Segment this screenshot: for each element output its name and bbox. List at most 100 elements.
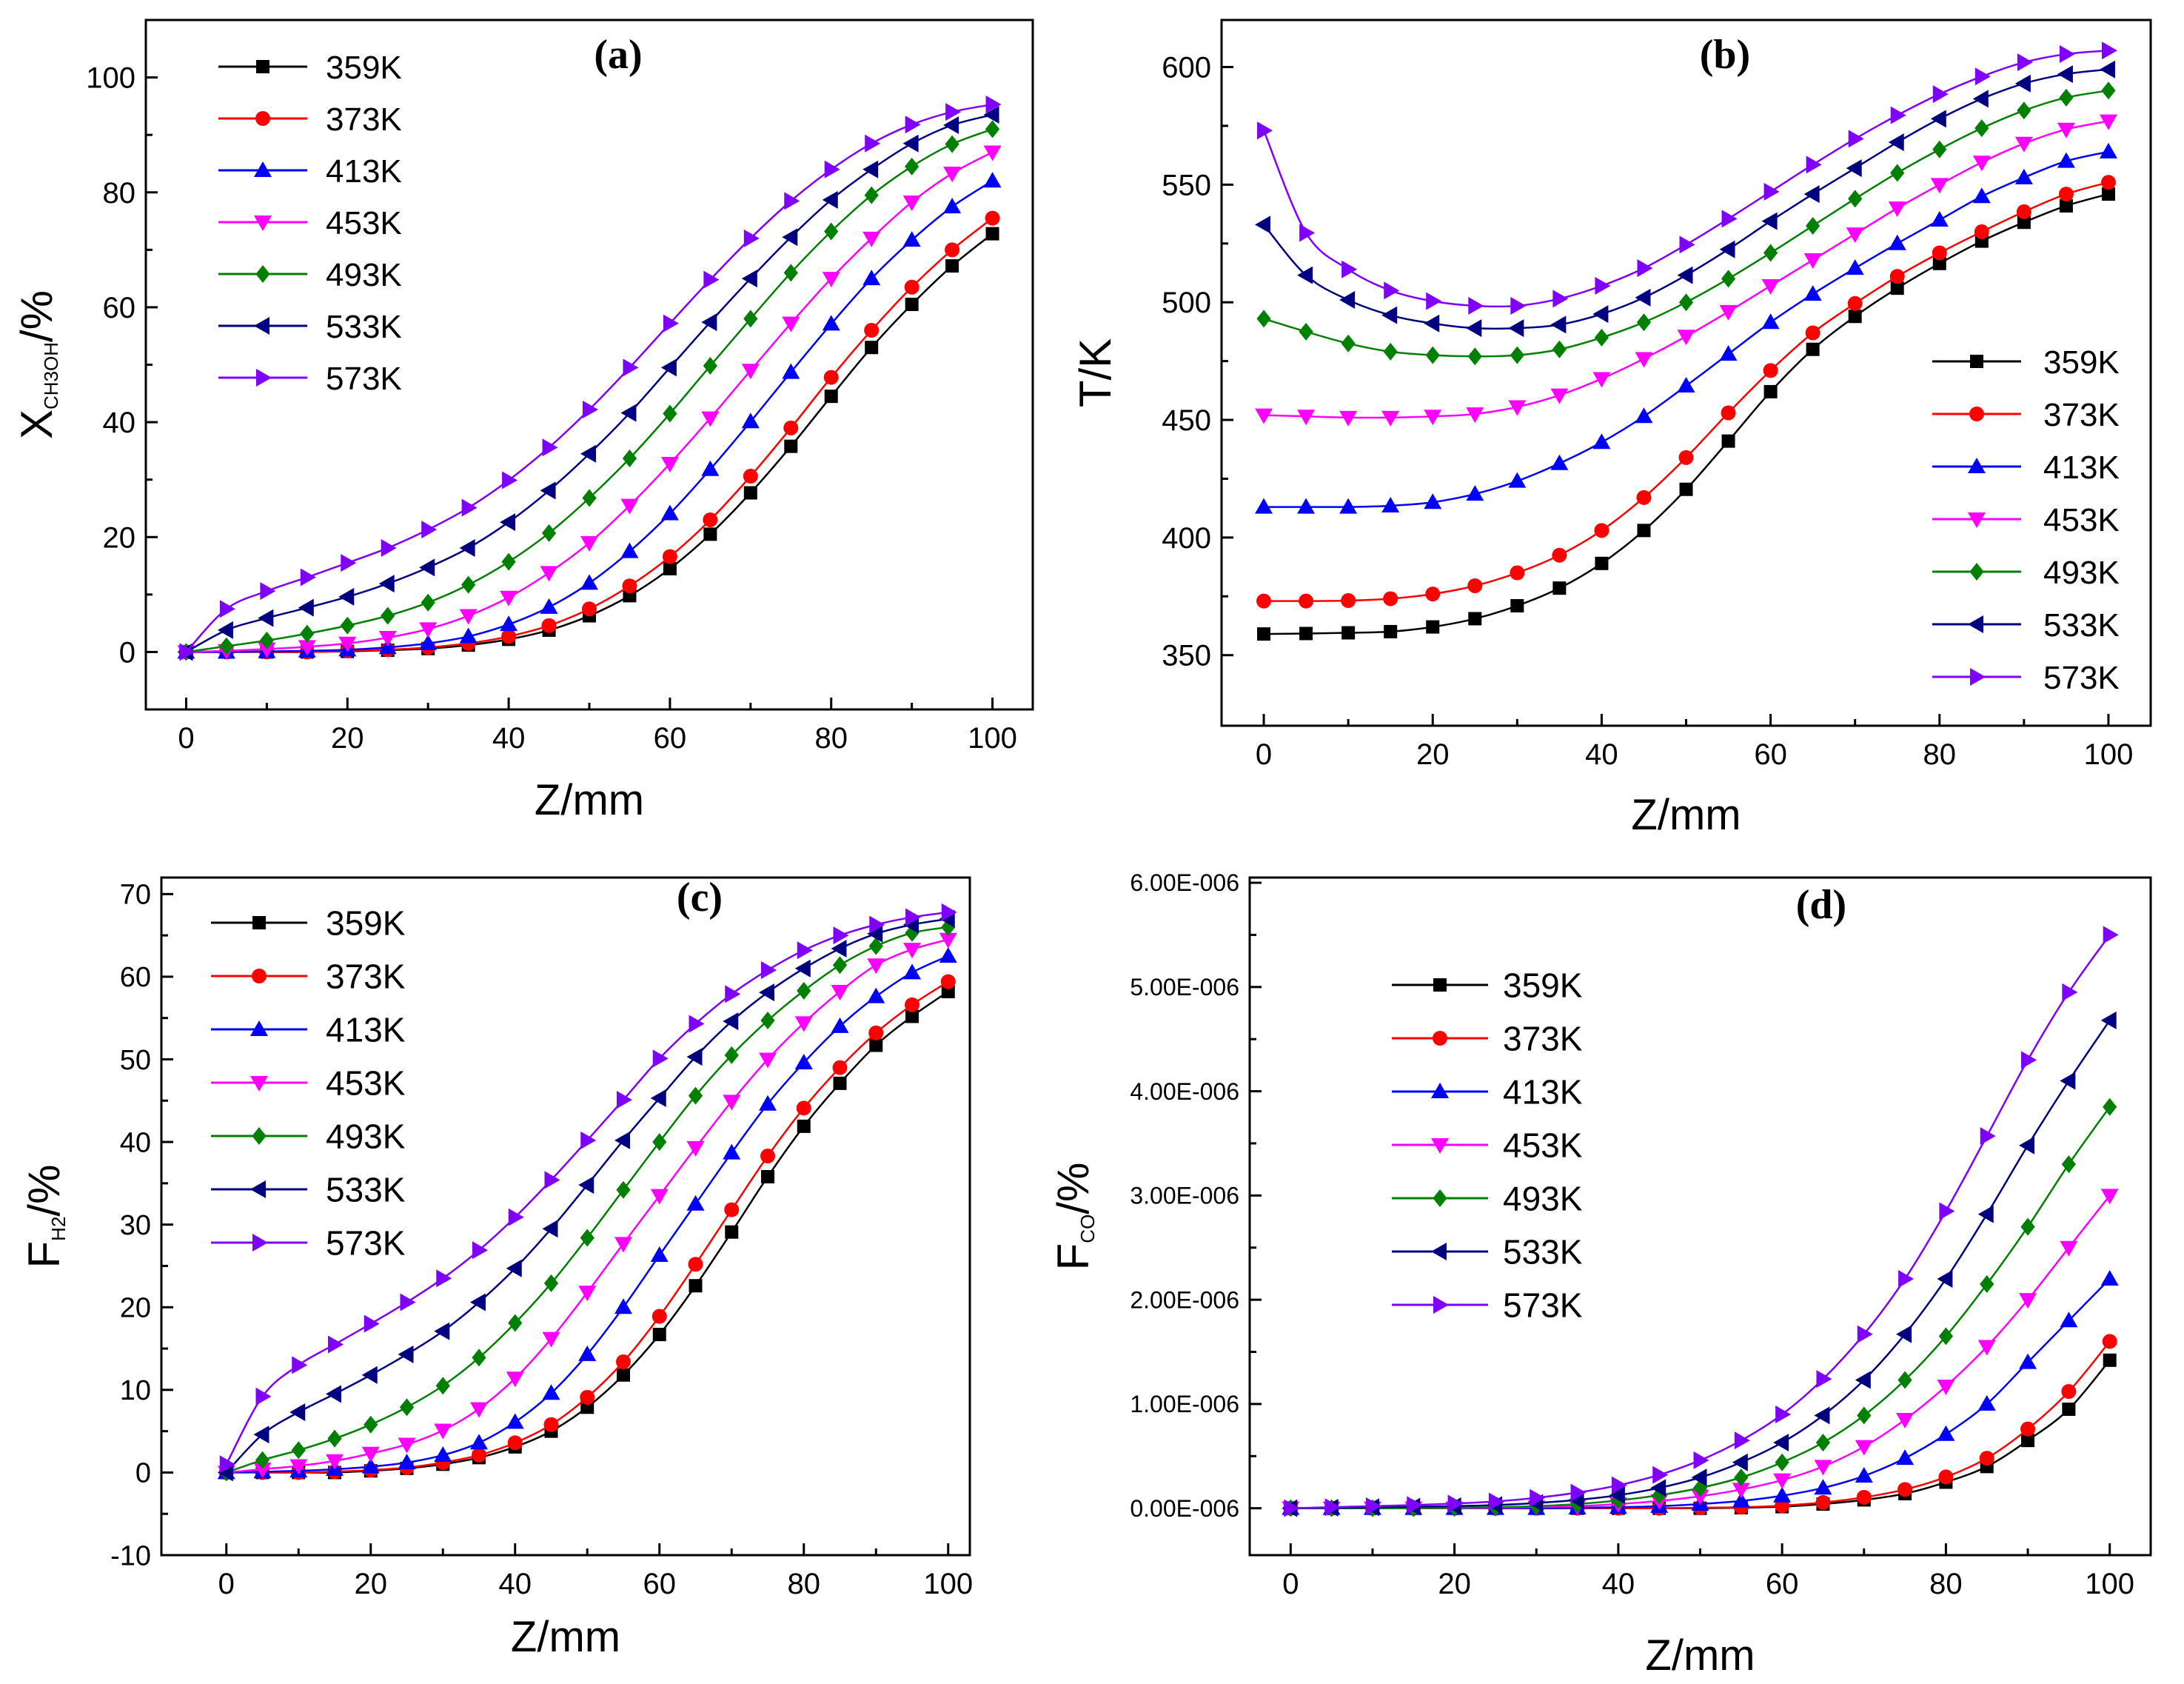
y-tick-label: 3.00E-006: [1130, 1183, 1239, 1209]
data-point: [1508, 319, 1524, 338]
data-point: [435, 1377, 450, 1395]
data-point: [507, 1435, 523, 1451]
data-point: [1678, 293, 1694, 312]
data-point: [580, 574, 598, 590]
data-point: [1972, 187, 1991, 204]
data-point: [340, 616, 355, 635]
data-point: [1339, 498, 1358, 514]
data-point: [459, 538, 475, 557]
x-tick-label: 100: [923, 1568, 973, 1600]
data-point: [862, 231, 881, 247]
data-point: [620, 498, 639, 515]
data-point: [2099, 114, 2117, 130]
legend-label: 453K: [326, 1064, 406, 1103]
data-point: [381, 607, 395, 625]
data-point: [2061, 1155, 2076, 1174]
data-point: [1721, 434, 1735, 448]
data-point: [782, 316, 800, 333]
data-point: [259, 631, 274, 649]
data-point: [623, 358, 639, 377]
data-point: [2014, 168, 2033, 184]
data-point: [253, 1462, 272, 1478]
series-line: [1290, 934, 2111, 1509]
data-point: [361, 1457, 380, 1474]
data-point: [831, 984, 849, 1000]
legend-marker: [252, 969, 267, 983]
data-point: [2019, 1353, 2037, 1369]
y-tick-label: 50: [120, 1045, 151, 1076]
data-point: [1974, 67, 1991, 86]
x-tick-label: 100: [2085, 1568, 2134, 1600]
data-point: [1803, 253, 1822, 270]
data-point: [652, 1328, 666, 1342]
data-point: [2103, 926, 2119, 944]
chart-panel-3: 0 20 40 60 80 100 -10 0 10 20 30 40 50 60 70 Z/mm FH2/% (…: [19, 875, 973, 1661]
data-point: [1299, 627, 1313, 641]
data-point: [217, 621, 233, 639]
y-tick-label: 40: [120, 1127, 151, 1158]
data-point: [179, 643, 195, 661]
data-point: [327, 1429, 342, 1448]
data-point: [470, 1293, 486, 1312]
data-point: [616, 1180, 631, 1199]
data-point: [1635, 407, 1653, 424]
data-point: [1763, 182, 1780, 201]
legend-marker: [250, 1180, 266, 1198]
data-point: [1806, 216, 1820, 235]
data-point: [2019, 1293, 2037, 1309]
data-point: [1381, 496, 1400, 512]
chart-panel-1: 0 20 40 60 80 100 0 20 40 60 80 100 Z/mm XCH3OH/% (a) 3…: [12, 19, 1034, 824]
legend-label: 413K: [2043, 450, 2120, 486]
data-point: [1846, 159, 1862, 178]
data-point: [1652, 1466, 1669, 1484]
data-point: [1939, 1202, 1955, 1220]
data-point: [783, 420, 799, 435]
data-point: [1977, 1340, 1996, 1356]
data-point: [743, 486, 757, 500]
series-line: [186, 151, 994, 653]
data-point: [651, 1309, 667, 1324]
data-point: [1592, 433, 1611, 450]
data-point: [2019, 1136, 2035, 1155]
y-axis-label-main: F: [19, 1241, 69, 1269]
series-453K: [1255, 114, 2117, 427]
data-point: [1773, 1473, 1792, 1489]
data-point: [419, 558, 435, 577]
data-point: [1814, 1406, 1830, 1425]
data-point: [1468, 612, 1482, 626]
data-point: [703, 357, 717, 375]
y-tick-label: 70: [120, 880, 151, 911]
data-point: [540, 598, 558, 614]
legend-label: 373K: [1503, 1020, 1583, 1058]
data-point: [865, 134, 881, 153]
data-point: [258, 642, 276, 658]
data-point: [2021, 1051, 2037, 1069]
data-point: [2101, 81, 2116, 100]
legend-marker: [1431, 1138, 1449, 1154]
data-point: [822, 315, 840, 331]
series-359K: [179, 227, 999, 659]
data-point: [983, 145, 1002, 161]
data-point: [1510, 296, 1527, 315]
data-point: [1890, 164, 1905, 182]
data-point: [1803, 185, 1820, 204]
x-tick-label: 20: [1438, 1568, 1471, 1600]
series-453K: [217, 932, 957, 1482]
data-point: [867, 924, 883, 943]
data-point: [541, 618, 557, 633]
data-point: [2057, 65, 2073, 84]
data-point: [578, 1286, 597, 1302]
data-point: [1594, 523, 1609, 538]
data-point: [650, 1189, 669, 1205]
data-point: [864, 322, 880, 338]
data-point: [832, 956, 848, 975]
data-point: [472, 1447, 486, 1463]
data-point: [701, 411, 720, 427]
data-point: [1855, 1371, 1871, 1389]
x-tick-label: 0: [1256, 738, 1272, 771]
series-359K: [1257, 187, 2115, 641]
data-point: [784, 439, 798, 453]
data-point: [784, 192, 800, 210]
x-tick-label: 100: [968, 722, 1017, 755]
data-point: [578, 1345, 597, 1361]
